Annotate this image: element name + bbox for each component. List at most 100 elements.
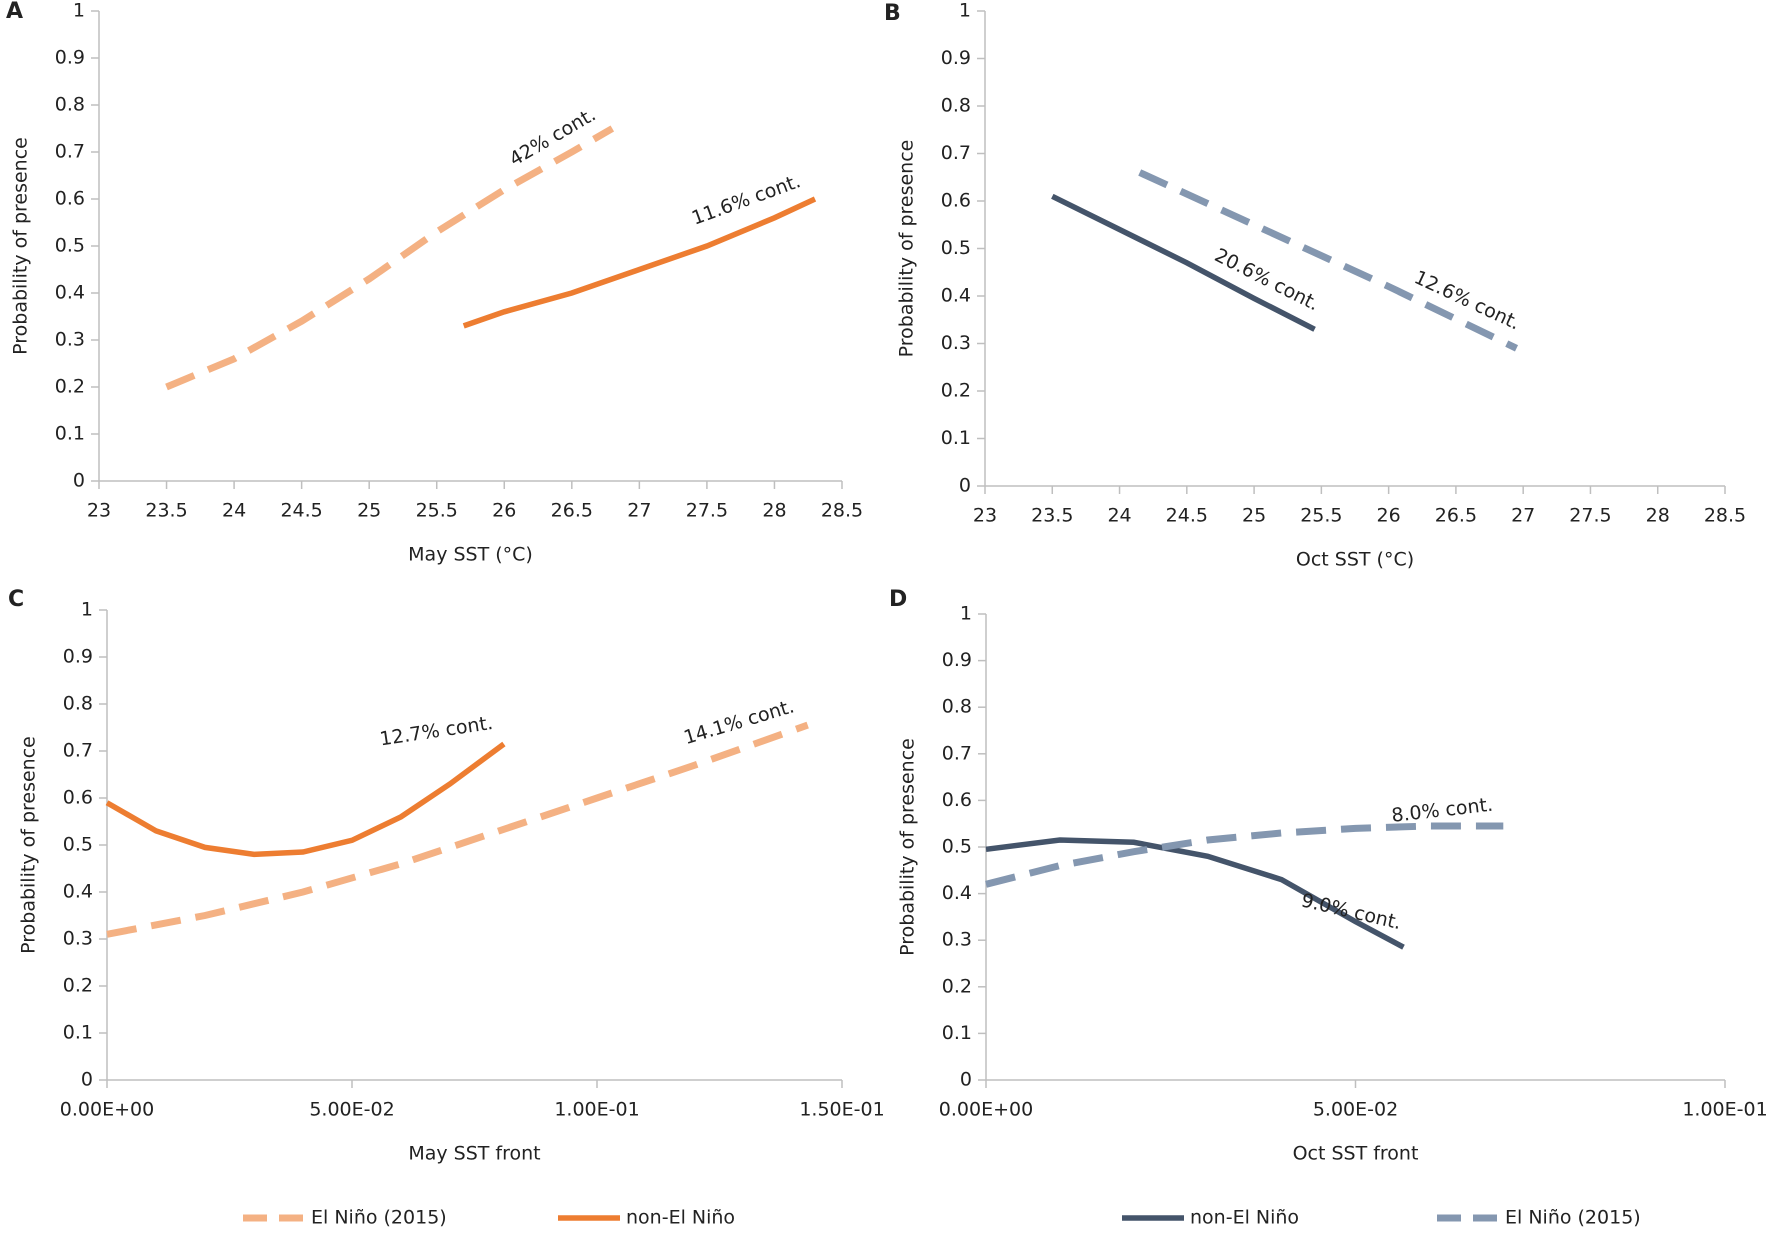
x-tick-label: 25 — [1242, 505, 1266, 527]
y-axis-label: Probability of presence — [18, 736, 40, 954]
x-tick-label: 23 — [973, 505, 997, 527]
x-tick-label: 23 — [87, 500, 111, 522]
y-tick-label: 0.3 — [941, 332, 971, 354]
x-tick-label: 26.5 — [551, 500, 593, 522]
series-line — [106, 721, 809, 938]
y-tick-label: 0.4 — [55, 282, 85, 304]
x-tick-label: 25.5 — [416, 500, 458, 522]
y-tick-label: 1 — [959, 0, 971, 22]
series-line — [1138, 169, 1519, 352]
y-tick-label: 0.2 — [942, 975, 972, 997]
y-tick-label: 0.8 — [942, 696, 972, 718]
y-tick-label: 0.7 — [63, 740, 93, 762]
y-tick-label: 0 — [73, 470, 85, 492]
y-tick-label: 0.4 — [942, 882, 972, 904]
y-axis-label: Probability of presence — [10, 137, 32, 355]
panel-label: A — [6, 0, 23, 24]
y-tick-label: 0.1 — [55, 423, 85, 445]
y-tick-label: 0.3 — [63, 928, 93, 950]
legend-label: non-El Niño — [626, 1207, 735, 1229]
y-axis-label: Probability of presence — [896, 140, 918, 358]
series-annotation: 8.0% cont. — [1390, 794, 1494, 827]
x-tick-label: 24.5 — [280, 500, 322, 522]
y-tick-label: 0.4 — [941, 285, 971, 307]
x-tick-label: 27.5 — [1569, 505, 1611, 527]
x-tick-label: 1.00E-01 — [554, 1099, 639, 1121]
legend-label: non-El Niño — [1190, 1207, 1299, 1229]
y-tick-label: 0.2 — [55, 376, 85, 398]
y-tick-label: 0 — [960, 1069, 972, 1091]
x-axis-label: Oct SST front — [1293, 1143, 1419, 1165]
series-line — [985, 822, 1504, 888]
x-tick-label: 23.5 — [145, 500, 187, 522]
x-tick-label: 23.5 — [1031, 505, 1073, 527]
y-tick-label: 0.5 — [63, 834, 93, 856]
x-tick-label: 27 — [1511, 505, 1535, 527]
y-tick-label: 0.8 — [941, 95, 971, 117]
y-tick-label: 0.7 — [941, 142, 971, 164]
y-tick-label: 0.9 — [941, 47, 971, 69]
x-tick-label: 25 — [357, 500, 381, 522]
x-axis-label: May SST (°C) — [408, 544, 533, 566]
series-line — [1051, 193, 1316, 332]
x-tick-label: 0.00E+00 — [60, 1099, 154, 1121]
x-axis-label: Oct SST (°C) — [1296, 549, 1414, 571]
series-line — [165, 125, 615, 391]
x-tick-label: 26 — [1377, 505, 1401, 527]
y-tick-label: 0.2 — [941, 380, 971, 402]
y-tick-label: 1 — [81, 599, 93, 621]
x-tick-label: 1.50E-01 — [799, 1099, 884, 1121]
y-tick-label: 0.6 — [55, 188, 85, 210]
x-tick-label: 5.00E-02 — [309, 1099, 394, 1121]
y-tick-label: 0.9 — [942, 649, 972, 671]
y-tick-label: 0 — [959, 475, 971, 497]
y-axis-label: Probability of presence — [897, 738, 919, 956]
y-tick-label: 0.9 — [63, 646, 93, 668]
y-tick-label: 0.5 — [55, 235, 85, 257]
series-line — [985, 837, 1405, 950]
legend-label: El Niño (2015) — [311, 1207, 447, 1229]
y-tick-label: 0.8 — [63, 693, 93, 715]
series-annotation: 11.6% cont. — [689, 170, 804, 229]
y-tick-label: 0.7 — [55, 141, 85, 163]
y-tick-label: 0.1 — [941, 427, 971, 449]
panel-label: B — [884, 1, 901, 26]
y-tick-label: 0.5 — [942, 836, 972, 858]
x-tick-label: 27 — [627, 500, 651, 522]
y-tick-label: 0.6 — [63, 787, 93, 809]
y-tick-label: 0.4 — [63, 881, 93, 903]
x-tick-label: 0.00E+00 — [939, 1099, 1033, 1121]
y-tick-label: 0.1 — [942, 1022, 972, 1044]
y-tick-label: 0.6 — [941, 190, 971, 212]
x-axis-label: May SST front — [408, 1143, 540, 1165]
y-tick-label: 0.8 — [55, 94, 85, 116]
y-tick-label: 0.2 — [63, 975, 93, 997]
series-annotation: 42% cont. — [506, 104, 600, 171]
x-tick-label: 26 — [492, 500, 516, 522]
x-tick-label: 25.5 — [1300, 505, 1342, 527]
series-annotation: 14.1% cont. — [681, 695, 797, 749]
x-tick-label: 28 — [1646, 505, 1670, 527]
x-tick-label: 24.5 — [1166, 505, 1208, 527]
y-tick-label: 0.5 — [941, 237, 971, 259]
x-tick-label: 1.00E-01 — [1682, 1099, 1767, 1121]
x-tick-label: 26.5 — [1435, 505, 1477, 527]
y-tick-label: 1 — [960, 603, 972, 625]
x-tick-label: 28.5 — [1704, 505, 1746, 527]
y-tick-label: 0.6 — [942, 789, 972, 811]
y-tick-label: 0.3 — [942, 929, 972, 951]
y-tick-label: 0.9 — [55, 47, 85, 69]
series-line — [105, 741, 506, 858]
x-tick-label: 28.5 — [821, 500, 863, 522]
series-annotation: 9.0% cont. — [1299, 889, 1403, 934]
y-tick-label: 0.7 — [942, 742, 972, 764]
y-tick-label: 0.1 — [63, 1022, 93, 1044]
series-annotation: 12.7% cont. — [378, 712, 494, 750]
y-tick-label: 0.3 — [55, 329, 85, 351]
y-tick-label: 1 — [73, 0, 85, 22]
x-tick-label: 5.00E-02 — [1313, 1099, 1398, 1121]
x-tick-label: 24 — [1107, 505, 1131, 527]
x-tick-label: 28 — [762, 500, 786, 522]
y-tick-label: 0 — [81, 1069, 93, 1091]
